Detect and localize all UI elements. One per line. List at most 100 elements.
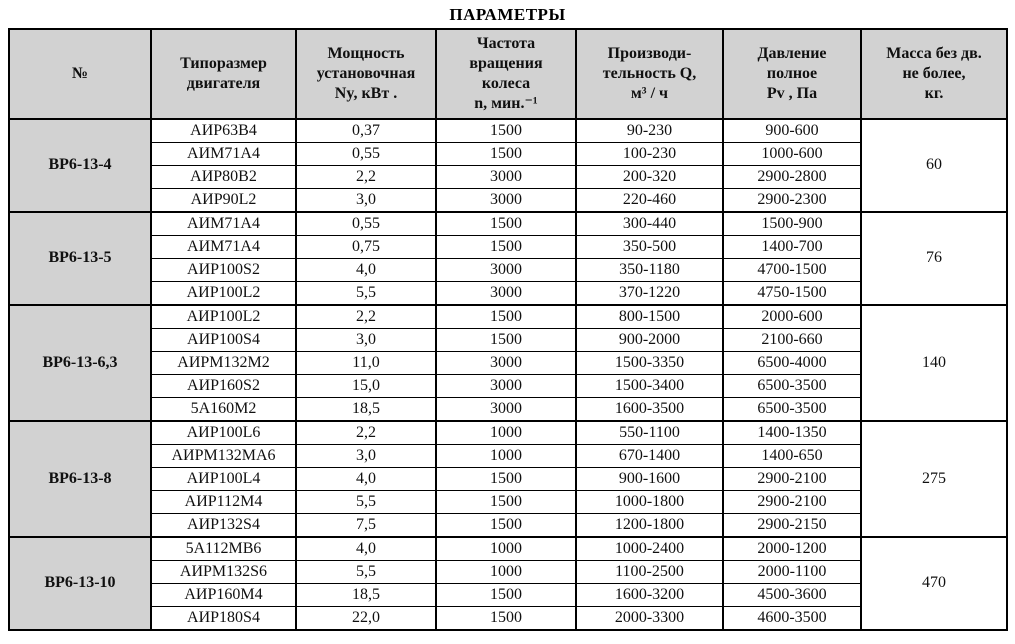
speed-cell: 1000 bbox=[435, 536, 577, 561]
speed-cell: 3000 bbox=[435, 397, 577, 422]
motor-type-cell: АИМ71А4 bbox=[150, 211, 297, 236]
capacity-cell: 900-2000 bbox=[575, 328, 724, 352]
motor-type-cell: АИР132S4 bbox=[150, 513, 297, 538]
speed-cell: 1500 bbox=[435, 490, 577, 514]
fan-model-cell: ВР6-13-4 bbox=[8, 118, 152, 213]
fan-model-cell: ВР6-13-10 bbox=[8, 536, 152, 631]
power-cell: 4,0 bbox=[295, 536, 437, 561]
table-row: АИРМ132S6 5,5 1000 1100-2500 2000-1100 bbox=[9, 560, 1007, 584]
table-row: АИР100S4 3,0 1500 900-2000 2100-660 bbox=[9, 328, 1007, 352]
motor-type-cell: АИР112М4 bbox=[150, 490, 297, 514]
pressure-cell: 1400-1350 bbox=[722, 420, 862, 445]
pressure-cell: 2900-2300 bbox=[722, 188, 862, 213]
power-cell: 15,0 bbox=[295, 374, 437, 398]
speed-cell: 1500 bbox=[435, 211, 577, 236]
power-cell: 5,5 bbox=[295, 281, 437, 306]
speed-cell: 3000 bbox=[435, 165, 577, 189]
motor-type-cell: АИР80В2 bbox=[150, 165, 297, 189]
speed-cell: 1000 bbox=[435, 420, 577, 445]
power-cell: 3,0 bbox=[295, 188, 437, 213]
power-cell: 0,37 bbox=[295, 118, 437, 143]
pressure-cell: 1400-650 bbox=[722, 444, 862, 468]
power-cell: 2,2 bbox=[295, 304, 437, 329]
mass-cell: 470 bbox=[860, 536, 1008, 631]
power-cell: 3,0 bbox=[295, 444, 437, 468]
motor-type-cell: АИМ71А4 bbox=[150, 142, 297, 166]
table-row: 5А160М2 18,5 3000 1600-3500 6500-3500 bbox=[9, 397, 1007, 422]
power-cell: 18,5 bbox=[295, 397, 437, 422]
table-row: АИР100L4 4,0 1500 900-1600 2900-2100 bbox=[9, 467, 1007, 491]
col-header-motor-type: Типоразмер двигателя bbox=[150, 28, 297, 120]
power-cell: 0,55 bbox=[295, 142, 437, 166]
motor-type-cell: 5А160М2 bbox=[150, 397, 297, 422]
power-cell: 2,2 bbox=[295, 165, 437, 189]
mass-cell: 76 bbox=[860, 211, 1008, 306]
col-header-number: № bbox=[8, 28, 152, 120]
speed-cell: 3000 bbox=[435, 258, 577, 282]
capacity-cell: 1100-2500 bbox=[575, 560, 724, 584]
pressure-cell: 1000-600 bbox=[722, 142, 862, 166]
col-header-speed: Частота вращения колеса n, мин.⁻¹ bbox=[435, 28, 577, 120]
header-row: № Типоразмер двигателя Мощность установо… bbox=[8, 28, 1008, 120]
power-cell: 2,2 bbox=[295, 420, 437, 445]
speed-cell: 1500 bbox=[435, 513, 577, 538]
table-row: ВР6-13-8 АИР100L6 2,2 1000 550-1100 1400-1350… bbox=[8, 420, 1008, 538]
motor-type-cell: АИР160М4 bbox=[150, 583, 297, 607]
capacity-cell: 90-230 bbox=[575, 118, 724, 143]
capacity-cell: 1600-3200 bbox=[575, 583, 724, 607]
speed-cell: 1500 bbox=[435, 583, 577, 607]
capacity-cell: 220-460 bbox=[575, 188, 724, 213]
speed-cell: 3000 bbox=[435, 351, 577, 375]
capacity-cell: 200-320 bbox=[575, 165, 724, 189]
power-cell: 3,0 bbox=[295, 328, 437, 352]
capacity-cell: 1500-3400 bbox=[575, 374, 724, 398]
capacity-cell: 550-1100 bbox=[575, 420, 724, 445]
power-cell: 4,0 bbox=[295, 258, 437, 282]
pressure-cell: 2000-1200 bbox=[722, 536, 862, 561]
fan-model-cell: ВР6-13-6,3 bbox=[8, 304, 152, 422]
capacity-cell: 300-440 bbox=[575, 211, 724, 236]
capacity-cell: 1500-3350 bbox=[575, 351, 724, 375]
speed-cell: 1000 bbox=[435, 444, 577, 468]
capacity-cell: 2000-3300 bbox=[575, 606, 724, 631]
table-row: АИР112М4 5,5 1500 1000-1800 2900-2100 bbox=[9, 490, 1007, 514]
capacity-cell: 670-1400 bbox=[575, 444, 724, 468]
power-cell: 5,5 bbox=[295, 490, 437, 514]
table-row: АИР180S4 22,0 1500 2000-3300 4600-3500 bbox=[9, 606, 1007, 631]
pressure-cell: 2900-2150 bbox=[722, 513, 862, 538]
table-row: АИР100S2 4,0 3000 350-1180 4700-1500 bbox=[9, 258, 1007, 282]
motor-type-cell: АИРМ132МА6 bbox=[150, 444, 297, 468]
motor-type-cell: АИР160S2 bbox=[150, 374, 297, 398]
power-cell: 11,0 bbox=[295, 351, 437, 375]
pressure-cell: 6500-4000 bbox=[722, 351, 862, 375]
motor-type-cell: АИРМ132М2 bbox=[150, 351, 297, 375]
table-row: АИР100L2 5,5 3000 370-1220 4750-1500 bbox=[9, 281, 1007, 306]
table-row: ВР6-13-10 5А112МВ6 4,0 1000 1000-2400 2000-12… bbox=[8, 536, 1008, 631]
capacity-cell: 1000-1800 bbox=[575, 490, 724, 514]
speed-cell: 1500 bbox=[435, 328, 577, 352]
power-cell: 18,5 bbox=[295, 583, 437, 607]
capacity-cell: 1600-3500 bbox=[575, 397, 724, 422]
col-header-pressure: Давление полное Pv , Па bbox=[722, 28, 862, 120]
motor-type-cell: АИР100L2 bbox=[150, 304, 297, 329]
power-cell: 7,5 bbox=[295, 513, 437, 538]
pressure-cell: 4700-1500 bbox=[722, 258, 862, 282]
pressure-cell: 1500-900 bbox=[722, 211, 862, 236]
power-cell: 4,0 bbox=[295, 467, 437, 491]
page-title: ПАРАМЕТРЫ bbox=[449, 5, 566, 24]
pressure-cell: 2900-2100 bbox=[722, 490, 862, 514]
pressure-cell: 4600-3500 bbox=[722, 606, 862, 631]
speed-cell: 3000 bbox=[435, 188, 577, 213]
speed-cell: 1500 bbox=[435, 118, 577, 143]
motor-type-cell: 5А112МВ6 bbox=[150, 536, 297, 561]
table-row: АИР90L2 3,0 3000 220-460 2900-2300 bbox=[9, 188, 1007, 213]
capacity-cell: 900-1600 bbox=[575, 467, 724, 491]
mass-cell: 60 bbox=[860, 118, 1008, 213]
power-cell: 22,0 bbox=[295, 606, 437, 631]
table-row: АИМ71А4 0,75 1500 350-500 1400-700 bbox=[9, 235, 1007, 259]
pressure-cell: 1400-700 bbox=[722, 235, 862, 259]
motor-type-cell: АИР90L2 bbox=[150, 188, 297, 213]
table-row: АИР160М4 18,5 1500 1600-3200 4500-3600 bbox=[9, 583, 1007, 607]
capacity-cell: 350-1180 bbox=[575, 258, 724, 282]
